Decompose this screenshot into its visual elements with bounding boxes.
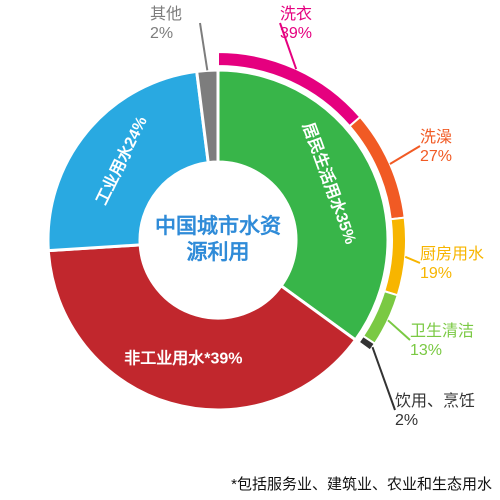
leader-sanitary <box>388 320 410 340</box>
leader-bath <box>390 146 420 164</box>
ext-label-other: 其他 2% <box>150 5 182 43</box>
ext-label-drink: 饮用、烹饪 2% <box>395 392 475 430</box>
ext-label-sanitary: 卫生清洁 13% <box>410 322 474 360</box>
slice-residential <box>218 70 388 340</box>
leader-kitchen <box>405 257 420 263</box>
ext-label-bath: 洗澡 27% <box>420 128 452 166</box>
leader-drink <box>372 347 395 410</box>
chart-footnote: *包括服务业、建筑业、农业和生态用水 <box>231 473 492 494</box>
donut-chart-container: { "chart": { "type": "donut-with-outer-a… <box>0 0 500 500</box>
ext-label-kitchen: 厨房用水 19% <box>420 245 484 283</box>
chart-center-title: 中国城市水资 源利用 <box>155 214 281 267</box>
ext-label-laundry: 洗衣 39% <box>280 5 312 43</box>
slice-label-non_industrial: 非工业用水*39% <box>124 348 242 367</box>
leader-other <box>200 23 207 70</box>
